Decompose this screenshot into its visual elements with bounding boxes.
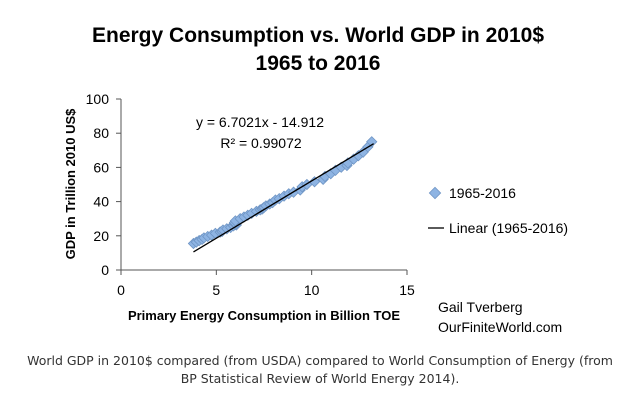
- legend: 1965-2016 Linear (1965-2016): [428, 185, 568, 236]
- legend-marker-scatter: [428, 186, 442, 200]
- y-axis-label: GDP in Trillion 2010 US$: [63, 108, 78, 260]
- legend-label-scatter: 1965-2016: [449, 185, 516, 201]
- trendline: [193, 143, 374, 253]
- x-tick-label: 15: [399, 282, 415, 298]
- chart-title: Energy Consumption vs. World GDP in 2010…: [92, 24, 544, 47]
- y-tick-label: 40: [93, 194, 109, 210]
- y-tick-label: 20: [93, 228, 109, 244]
- chart-subtitle: 1965 to 2016: [256, 52, 381, 75]
- y-tick-label: 80: [93, 125, 109, 141]
- data-point: [308, 176, 321, 188]
- y-tick-label: 0: [101, 262, 109, 278]
- trendline-group: [193, 143, 374, 253]
- y-tick-label: 60: [93, 159, 109, 175]
- axes: [116, 98, 408, 275]
- y-tick-label: 100: [86, 91, 110, 107]
- r-squared: R² = 0.99072: [220, 135, 302, 151]
- x-tick-label: 0: [117, 282, 125, 298]
- x-axis-label: Primary Energy Consumption in Billion TO…: [128, 308, 400, 323]
- legend-label-linear: Linear (1965-2016): [449, 220, 568, 236]
- x-tick-label: 5: [212, 282, 220, 298]
- tick-labels: 0 5 10 15 0 20 40 60 80 100: [86, 91, 415, 298]
- x-tick-label: 10: [304, 282, 320, 298]
- figure-caption: World GDP in 2010$ compared (from USDA) …: [27, 353, 613, 386]
- data-points: [187, 136, 378, 250]
- data-point: [366, 136, 378, 148]
- chart: Energy Consumption vs. World GDP in 2010…: [63, 24, 568, 335]
- trend-equation: y = 6.7021x - 14.912: [196, 114, 324, 130]
- author-site: OurFiniteWorld.com: [438, 319, 562, 335]
- chart-svg: Energy Consumption vs. World GDP in 2010…: [63, 24, 568, 335]
- author-name: Gail Tverberg: [438, 299, 523, 315]
